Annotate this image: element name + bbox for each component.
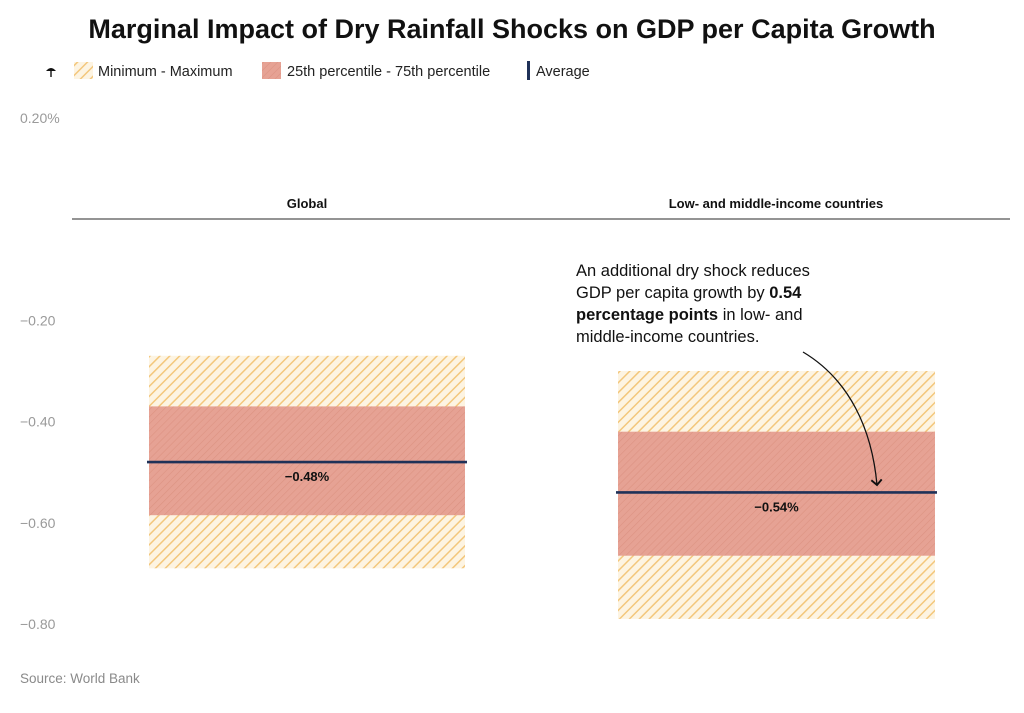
y-tick-label: −0.80 (20, 616, 56, 632)
annotation-text: An additional dry shock reduces GDP per c… (576, 262, 810, 346)
annotation-run: GDP per capita growth by (576, 284, 769, 302)
panel-label-lmic: Low- and middle-income countries (669, 196, 884, 211)
legend-icon (46, 68, 56, 77)
y-tick-label: −0.60 (20, 515, 56, 531)
annotation-run: An additional dry shock reduces (576, 262, 810, 280)
average-label: −0.54% (754, 499, 799, 514)
annotation-run: 0.54 (769, 284, 802, 302)
legend-label-average: Average (536, 64, 590, 80)
panel-0: −0.48% (147, 355, 467, 569)
average-label: −0.48% (285, 469, 330, 484)
y-tick-label: −0.20 (20, 312, 56, 328)
legend-swatch-iqr (262, 62, 281, 79)
legend-label-iqr: 25th percentile - 75th percentile (287, 64, 490, 80)
annotation-run: middle-income countries. (576, 328, 759, 346)
source-note: Source: World Bank (20, 671, 140, 686)
panel-1: −0.54% (616, 371, 937, 619)
annotation-arrow (802, 351, 883, 487)
legend-label-minmax: Minimum - Maximum (98, 64, 233, 80)
y-axis: 0.20% −0.20 −0.40 −0.60 −0.80 (20, 110, 60, 632)
iqr-band (618, 431, 935, 556)
panels: −0.48% −0.54% (147, 355, 937, 619)
chart-title: Marginal Impact of Dry Rainfall Shocks o… (88, 14, 935, 44)
panel-label-global: Global (287, 196, 327, 211)
iqr-band (149, 406, 465, 516)
legend: Minimum - Maximum 25th percentile - 75th… (46, 61, 590, 80)
annotation-run: percentage points (576, 306, 718, 324)
y-tick-label: −0.40 (20, 414, 56, 430)
annotation-run: in low- and (718, 306, 802, 324)
legend-swatch-average (527, 61, 530, 80)
y-tick-label: 0.20% (20, 110, 60, 126)
legend-swatch-minmax (74, 62, 93, 79)
